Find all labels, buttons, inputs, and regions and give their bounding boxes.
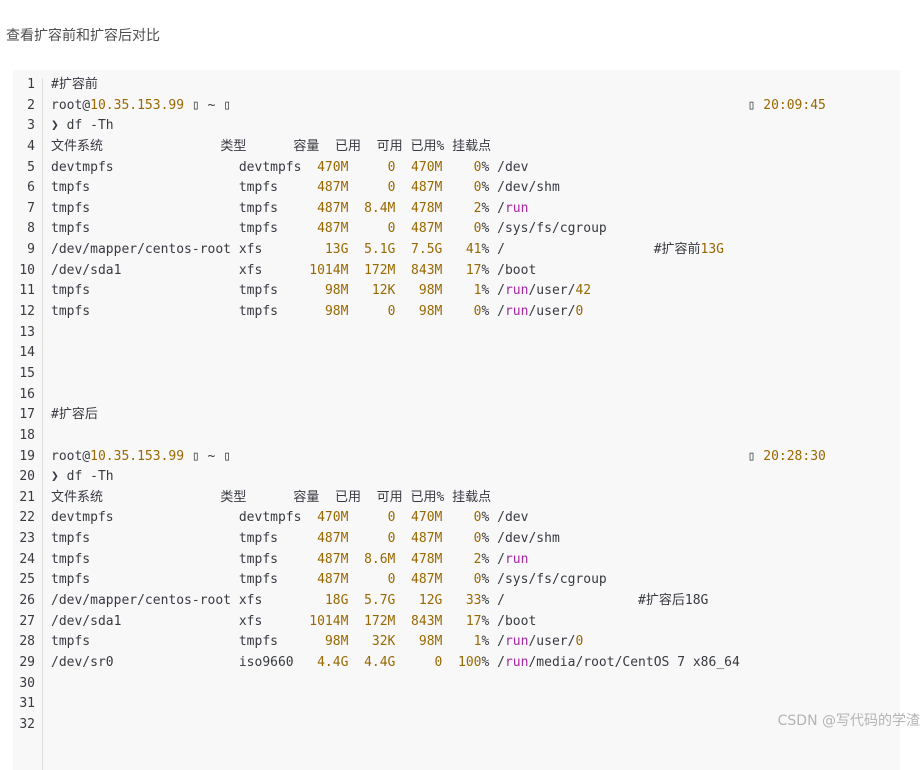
line-number: 25 [19, 572, 35, 588]
line-content: ❯ df -Th [51, 469, 114, 485]
table-row: 27/dev/sda1 xfs 1014M 172M 843M 17% /boo… [0, 612, 536, 633]
line-content: tmpfs tmpfs 487M 0 487M 0% /sys/fs/cgrou… [51, 572, 607, 588]
code-block [13, 70, 900, 770]
table-row: 12 tmpfs tmpfs 98M 0 98M 0% /run/user/0 [0, 302, 583, 323]
empty-line: 31 [0, 694, 35, 715]
line-content: tmpfs tmpfs 487M 8.6M 478M 2% /run [51, 551, 529, 567]
line-number: 10 [19, 262, 35, 278]
line-number: 18 [19, 427, 35, 443]
line-content: /dev/sda1 xfs 1014M 172M 843M 17% /boot [51, 262, 537, 278]
line-number: 1 [27, 77, 35, 92]
line-number: 24 [19, 551, 35, 567]
table-row: 8 tmpfs tmpfs 487M 0 487M 0% /sys/fs/cgro… [0, 219, 607, 240]
line-number: 8 [27, 221, 35, 237]
table-header: 21 文件系统 类型 容量 已用 可用 已用% 挂载点 [0, 488, 491, 509]
line-content: devtmpfs devtmpfs 470M 0 470M 0% /dev [51, 159, 529, 175]
table-row: 25 tmpfs tmpfs 487M 0 487M 0% /sys/fs/cgr… [0, 570, 606, 591]
page-title: 查看扩容前和扩容后对比 [6, 28, 160, 44]
gutter-divider [42, 78, 43, 770]
line-content: tmpfs tmpfs 487M 0 487M 0% /dev/shm [51, 180, 560, 196]
empty-line: 15 [0, 364, 35, 385]
table-row: 5 devtmpfs devtmpfs 470M 0 470M 0% /dev [0, 158, 528, 179]
line-number: 9 [27, 242, 35, 258]
empty-line: 13 [0, 323, 35, 344]
table-header: 4 文件系统 类型 容量 已用 可用 已用% 挂载点 [0, 137, 491, 158]
empty-line: 16 [0, 385, 35, 406]
line-number: 13 [19, 324, 35, 340]
line-number: 32 [19, 716, 35, 732]
empty-line: 32 [0, 715, 35, 736]
line-content: /dev/mapper/centos-root xfs 18G 5.7G 12G… [51, 593, 709, 609]
line-content: #扩容前 [51, 77, 98, 92]
table-row: 7 tmpfs tmpfs 487M 8.4M 478M 2% /run [0, 199, 528, 220]
comment-line: 17 #扩容后 [0, 405, 97, 426]
line-content: /dev/mapper/centos-root xfs 13G 5.1G 7.5… [51, 242, 725, 258]
line-number: 4 [27, 138, 35, 154]
line-content: tmpfs tmpfs 487M 0 487M 0% /dev/shm [51, 531, 560, 547]
line-number: 6 [27, 180, 35, 196]
line-content: /dev/sda1 xfs 1014M 172M 843M 17% /boot [51, 613, 537, 629]
prompt-line: 2 root@10.35.153.99 ▯ ~ ▯ ▯ 20:09:45 [0, 96, 826, 117]
table-row: 23 tmpfs tmpfs 487M 0 487M 0% /dev/shm [0, 529, 559, 550]
line-number: 17 [19, 407, 35, 423]
line-content: ❯ df -Th [51, 118, 114, 134]
line-number: 29 [19, 654, 35, 670]
line-number: 12 [19, 304, 35, 320]
line-content: tmpfs tmpfs 98M 0 98M 0% /run/user/0 [51, 304, 584, 320]
line-content: tmpfs tmpfs 487M 8.4M 478M 2% /run [51, 200, 529, 216]
line-content: /dev/sr0 iso9660 4.4G 4.4G 0 100% /run/m… [51, 654, 740, 670]
line-content: root@10.35.153.99 ▯ ~ ▯ ▯ 20:28:30 [51, 448, 826, 464]
line-content: tmpfs tmpfs 98M 12K 98M 1% /run/user/42 [51, 283, 592, 299]
line-number: 23 [19, 531, 35, 547]
line-number: 20 [19, 469, 35, 485]
table-row: 26/dev/mapper/centos-root xfs 18G 5.7G 1… [0, 591, 708, 612]
line-number: 2 [27, 97, 35, 113]
line-content: tmpfs tmpfs 487M 0 487M 0% /sys/fs/cgrou… [51, 221, 607, 237]
code-lines: 1 #扩容前 2 root@10.35.153.99 ▯ ~ ▯ ▯ 20:09:45… [0, 75, 826, 736]
line-number: 15 [19, 365, 35, 381]
table-row: 10/dev/sda1 xfs 1014M 172M 843M 17% /boo… [0, 261, 536, 282]
line-number: 11 [19, 283, 35, 299]
line-number: 31 [19, 696, 35, 712]
table-row: 24 tmpfs tmpfs 487M 8.6M 478M 2% /run [0, 550, 528, 571]
line-number: 22 [19, 510, 35, 526]
empty-line: 30 [0, 674, 35, 695]
table-row: 6 tmpfs tmpfs 487M 0 487M 0% /dev/shm [0, 178, 560, 199]
line-number: 21 [19, 489, 35, 505]
table-row: 28 tmpfs tmpfs 98M 32K 98M 1% /run/user/0 [0, 632, 583, 653]
line-number: 7 [27, 200, 35, 216]
line-number: 14 [19, 345, 35, 361]
comment-line: 1 #扩容前 [0, 75, 98, 96]
line-content: #扩容后 [51, 407, 98, 423]
line-content: 文件系统 类型 容量 已用 可用 已用% 挂载点 [51, 489, 492, 505]
line-content: devtmpfs devtmpfs 470M 0 470M 0% /dev [51, 510, 529, 526]
line-number: 27 [19, 613, 35, 629]
empty-line: 18 [0, 426, 35, 447]
table-row: 9/dev/mapper/centos-root xfs 13G 5.1G 7.… [0, 240, 724, 261]
line-content: 文件系统 类型 容量 已用 可用 已用% 挂载点 [51, 138, 492, 154]
watermark: CSDN @写代码的学渣 [777, 713, 920, 729]
table-row: 11 tmpfs tmpfs 98M 12K 98M 1% /run/user/4… [0, 281, 591, 302]
table-row: 22 devtmpfs devtmpfs 470M 0 470M 0% /dev [0, 508, 528, 529]
table-row: 29/dev/sr0 iso9660 4.4G 4.4G 0 100% /run… [0, 653, 739, 674]
line-number: 28 [19, 634, 35, 650]
command-line: 20 ❯ df -Th [0, 467, 113, 488]
line-number: 5 [27, 159, 35, 175]
line-content: root@10.35.153.99 ▯ ~ ▯ ▯ 20:09:45 [51, 97, 826, 113]
line-content: tmpfs tmpfs 98M 32K 98M 1% /run/user/0 [51, 634, 584, 650]
line-number: 26 [19, 593, 35, 609]
line-number: 30 [19, 675, 35, 691]
command-line: 3 ❯ df -Th [0, 116, 113, 137]
line-number: 16 [19, 386, 35, 402]
line-number: 19 [19, 448, 35, 464]
line-number: 3 [27, 118, 35, 134]
prompt-line: 19 root@10.35.153.99 ▯ ~ ▯ ▯ 20:28:30 [0, 447, 826, 468]
empty-line: 14 [0, 343, 35, 364]
